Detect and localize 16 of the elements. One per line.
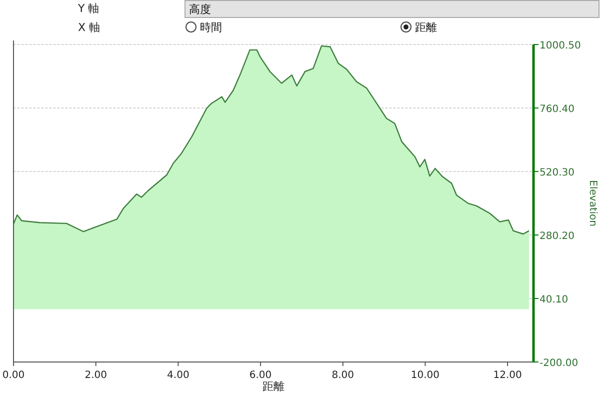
y-tick-label: 760.40	[540, 104, 574, 115]
y-tick-label: -200.00	[540, 358, 578, 369]
y-tick-label: 1000.50	[540, 40, 581, 52]
x-tick-label: 8.00	[332, 370, 354, 381]
x-tick-label: 12.00	[493, 370, 522, 381]
x-tick-label: 10.00	[410, 370, 440, 381]
y-tick-label: 520.30	[540, 168, 574, 178]
y-tick-label: 280.20	[540, 231, 574, 242]
controls: Y 軸 高度 X 軸 時間 距離	[78, 0, 600, 34]
y-axis-title: Elevation	[587, 180, 598, 226]
x-axis-title: 距離	[262, 380, 284, 393]
y-tick-label: 40.10	[540, 294, 568, 306]
x-tick-label: 6.00	[249, 370, 272, 381]
x-tick-label: 2.00	[84, 370, 107, 381]
x-tick-label: 4.00	[167, 370, 190, 381]
x-tick-label: 0.00	[2, 370, 25, 381]
